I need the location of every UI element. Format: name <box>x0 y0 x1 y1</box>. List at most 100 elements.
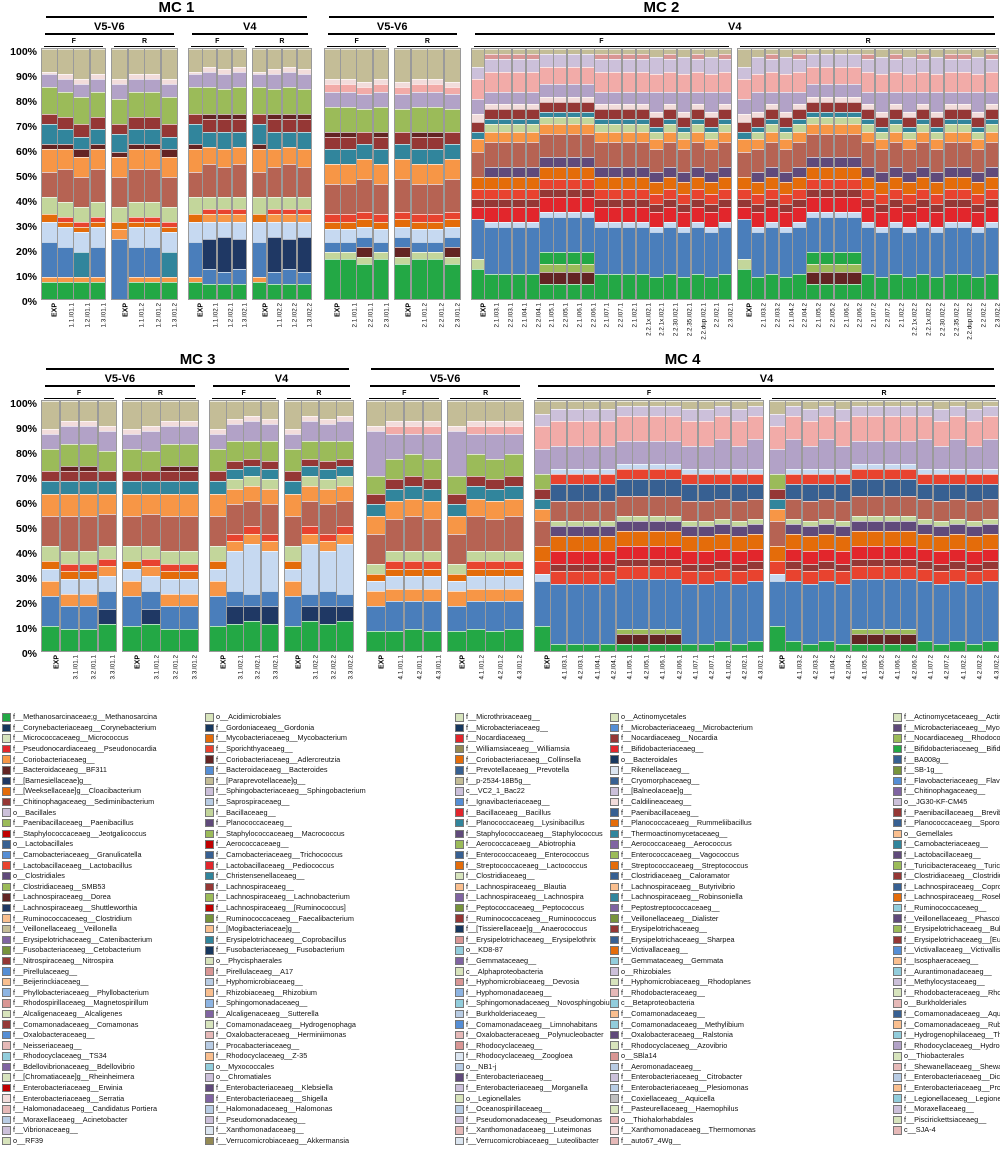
bar-segment <box>411 84 427 92</box>
bar-segment <box>958 176 971 189</box>
bar-segment <box>551 551 567 564</box>
bar-segment <box>554 251 567 264</box>
y-tick-label: 30% <box>15 573 37 585</box>
legend-item: o__Clostridiales <box>2 871 157 882</box>
bar-segment <box>486 561 504 569</box>
bar-segment <box>622 176 635 189</box>
read-groups: F EXP 3.1.I02.1 3.2.I02.1 3.3.I02.1 R EXP 3.1.I… <box>208 390 354 706</box>
bar-segment <box>486 551 504 561</box>
bar-segment <box>650 74 663 92</box>
legend-taxon-label: f__Gordoniaceaeg__Gordonia <box>216 722 315 732</box>
bar-segment <box>203 86 217 114</box>
bar-segment <box>868 516 884 521</box>
bar-segment <box>698 468 714 474</box>
legend-column-5: f__Actinomycetaceaeg__Actinomycesf__Micr… <box>893 712 1000 1136</box>
x-tick-label: 2.1.I03.2 <box>752 300 767 354</box>
stacked-bar-sample-4.2.I03.2 <box>801 400 819 652</box>
legend-taxon-label: c__SJA-4 <box>904 1125 936 1135</box>
stacked-bar-sample-4.1.I02.1 <box>714 400 732 652</box>
bar-segment <box>90 74 106 79</box>
bar-segment <box>486 433 504 459</box>
bar-segment <box>862 189 875 199</box>
bar-segment <box>227 533 243 541</box>
legend-taxon-label: f__Pirellulaceaeg__ <box>13 966 78 976</box>
legend-color-swatch <box>610 1094 619 1103</box>
bar-segment <box>677 194 690 204</box>
bar-segment <box>930 91 943 112</box>
bar-segment <box>505 498 523 516</box>
x-tick-label: 4.1.I05.1 <box>617 652 634 706</box>
bar-segment <box>835 446 851 469</box>
bar-segment <box>367 476 385 494</box>
x-tick-label: EXP <box>325 300 342 354</box>
bar-segment <box>526 54 539 59</box>
legend-color-swatch <box>205 744 214 754</box>
x-tick-label: 3.2.I01.2 <box>161 652 179 706</box>
bar-segment <box>731 526 747 536</box>
bar-segment <box>793 141 806 167</box>
bar-segment <box>875 74 888 92</box>
legend-taxon-label: f__Hyphomicrobiaceaeg__Rhodoplanes <box>621 977 751 987</box>
bar-segment <box>227 606 243 624</box>
bar-segment <box>98 451 116 471</box>
bar-segment <box>719 166 732 177</box>
bar-segment <box>698 421 714 446</box>
legend-taxon-label: f__Saprospiraceaeg__ <box>216 797 290 807</box>
bar-segment <box>917 568 933 581</box>
legend-color-swatch <box>610 977 619 987</box>
bar-segment <box>161 156 177 177</box>
stacked-bar-sample-2.1.I01.2 <box>410 48 428 300</box>
bar-segment <box>203 221 217 239</box>
x-axis-labels: EXP 3.1.I02.1 3.2.I02.1 3.3.I02.1 <box>210 652 279 706</box>
bar-segment <box>868 643 884 651</box>
bar-segment <box>786 416 802 439</box>
bar-segment <box>227 488 243 504</box>
bar-segment <box>917 581 933 641</box>
bar-segment <box>698 526 714 536</box>
bar-segment <box>395 94 411 109</box>
bar-segment <box>901 463 916 469</box>
bar-segment <box>341 184 356 214</box>
bar-segment <box>467 486 485 499</box>
read-direction-label: F <box>369 390 440 399</box>
bar-segment <box>609 91 622 104</box>
bar-segment <box>950 401 966 406</box>
bar-segment <box>875 139 888 149</box>
x-tick-label: 2.1.I04.2 <box>780 300 795 354</box>
bar-segment <box>752 171 765 182</box>
bar-segment <box>581 264 594 272</box>
bar-segment <box>203 146 217 164</box>
bar-segment <box>972 231 985 277</box>
bar-segment <box>467 401 485 421</box>
bar-segment <box>731 536 747 551</box>
legend-color-swatch <box>205 1126 214 1135</box>
bar-segment <box>983 548 998 561</box>
legend-item: f__Enterobacteriaceaeg__Serratia <box>2 1093 157 1104</box>
bar-segment <box>917 561 933 569</box>
legend-color-swatch <box>893 1105 902 1114</box>
bar-segment <box>526 189 539 199</box>
bar-segment <box>851 401 867 406</box>
bar-segment <box>485 91 498 104</box>
bar-segment <box>180 466 198 471</box>
bar-segment <box>526 221 539 227</box>
legend-item: f__Enterobacteriaceaeg__Klebsiella <box>205 1083 366 1094</box>
panels-container: MC 1 V5-V6 F EXP 1.1.I01.1 1.2.I01.1 1.3.I01.1… <box>41 0 1000 354</box>
bar-segment <box>128 221 144 227</box>
bar-segment <box>666 406 681 416</box>
legend-item: f__Comamonadaceaeg__Rubrivivax <box>893 1019 1000 1030</box>
bar-segment <box>752 149 765 172</box>
bar-segment <box>633 478 649 496</box>
bar-segment <box>252 149 267 172</box>
bar-segment <box>903 56 916 74</box>
bar-segment <box>649 406 665 416</box>
bar-segment <box>834 66 847 84</box>
legend-taxon-label: f__Lachnospiraceaeg__Dorea <box>13 892 111 902</box>
stacked-bar-sample-4.1.I04.1 <box>583 400 601 652</box>
x-tick-label: EXP <box>395 300 412 354</box>
legend-taxon-label: f__Comamonadaceaeg__Hydrogenophaga <box>216 1019 356 1029</box>
bar-segment <box>786 581 802 641</box>
bar-segment <box>411 251 427 259</box>
legend-item: f__Rikenellaceaeg__ <box>610 765 756 776</box>
bar-segment <box>862 71 875 92</box>
